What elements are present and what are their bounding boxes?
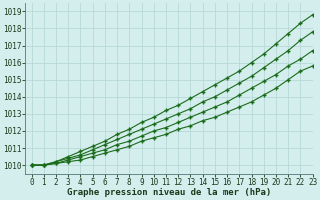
- X-axis label: Graphe pression niveau de la mer (hPa): Graphe pression niveau de la mer (hPa): [67, 188, 271, 197]
